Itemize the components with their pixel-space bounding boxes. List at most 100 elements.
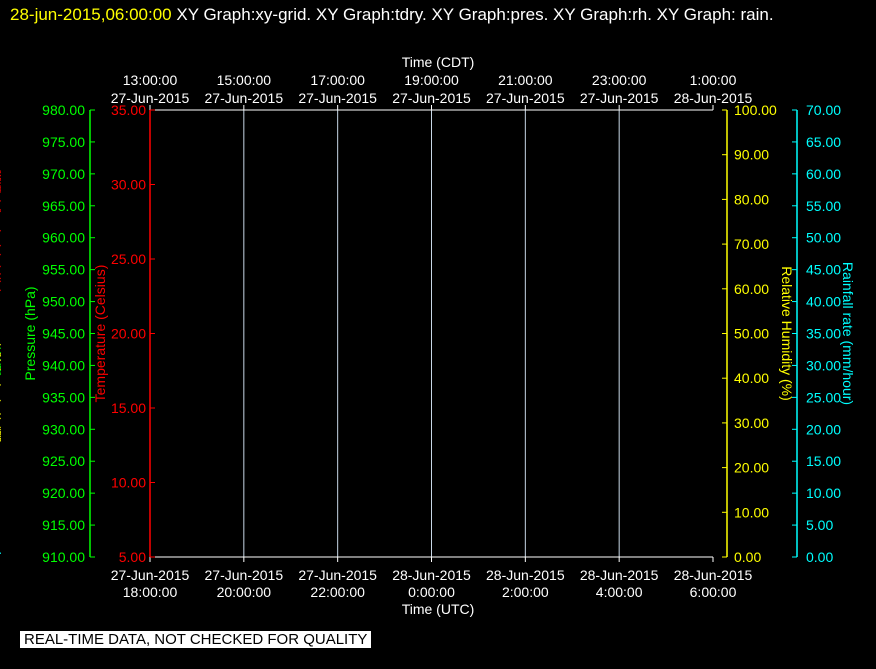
pressure-data-point: [0, 373, 1, 376]
humidity-tick-label: 80.00: [734, 191, 769, 207]
rain-tick-label: 45.00: [806, 262, 841, 278]
temperature-data-point: [0, 170, 1, 172]
x-top-tick-label-time: 15:00:00: [217, 72, 272, 88]
rain-tick-label: 60.00: [806, 166, 841, 182]
temperature-data-point: [0, 209, 1, 211]
x-tick-label-utc-date: 27-Jun-2015: [298, 567, 377, 583]
chart-title: 28-jun-2015,06:00:00 XY Graph:xy-grid. X…: [10, 2, 870, 28]
humidity-data-point: [0, 437, 1, 440]
temperature-tick-label: 20.00: [111, 326, 146, 342]
x-tick-label-utc-time: 22:00:00: [310, 584, 365, 600]
x-top-tick-label-date: 27-Jun-2015: [486, 90, 565, 106]
humidity-tick-label: 10.00: [734, 504, 769, 520]
rain-tick-label: 15.00: [806, 453, 841, 469]
pressure-tick-label: 960.00: [42, 230, 85, 246]
temperature-tick-label: 10.00: [111, 475, 146, 491]
temperature-data-point: [0, 174, 1, 177]
temperature-data-point: [0, 177, 1, 180]
pressure-data-point: [0, 363, 1, 365]
x-bottom-axis-label: Time (UTC): [402, 601, 475, 617]
timestamp: 28-jun-2015,06:00:00: [10, 5, 172, 24]
x-top-tick-label-time: 21:00:00: [498, 72, 553, 88]
rain-tick-label: 55.00: [806, 198, 841, 214]
temperature-axis-title: Temperature (Celsius): [92, 265, 108, 403]
humidity-data-point: [0, 359, 1, 362]
temperature-data-point: [0, 185, 1, 187]
temperature-data-point: [0, 265, 1, 268]
rain-tick-label: 70.00: [806, 102, 841, 118]
x-tick-label-utc-date: 28-Jun-2015: [580, 567, 659, 583]
pressure-tick-label: 915.00: [42, 517, 85, 533]
temperature-data-point: [0, 179, 1, 181]
humidity-data-point: [0, 431, 1, 434]
pressure-tick-label: 940.00: [42, 357, 85, 373]
x-tick-label-utc-date: 28-Jun-2015: [486, 567, 565, 583]
humidity-tick-label: 20.00: [734, 460, 769, 476]
pressure-tick-label: 925.00: [42, 453, 85, 469]
x-top-tick-label-time: 19:00:00: [404, 72, 459, 88]
humidity-data-point: [0, 439, 1, 442]
x-top-tick-label-date: 27-Jun-2015: [205, 90, 284, 106]
temperature-data-point: [0, 182, 1, 184]
rain-tick-label: 5.00: [806, 517, 833, 533]
humidity-axis-title: Relative Humidity (%): [779, 266, 795, 401]
pressure-tick-label: 980.00: [42, 102, 85, 118]
x-top-axis-label: Time (CDT): [402, 54, 475, 70]
pressure-tick-label: 910.00: [42, 549, 85, 565]
temperature-data-point: [0, 244, 1, 247]
temperature-data-point: [0, 229, 1, 232]
x-tick-label-utc-date: 28-Jun-2015: [392, 567, 471, 583]
temperature-data-point: [0, 171, 1, 174]
humidity-data-point: [0, 384, 1, 386]
temperature-data-point: [0, 186, 1, 189]
rain-tick-label: 50.00: [806, 230, 841, 246]
x-tick-label-utc-time: 2:00:00: [502, 584, 549, 600]
temperature-data-point: [0, 277, 1, 280]
x-tick-label-utc-time: 18:00:00: [123, 584, 178, 600]
humidity-data-point: [0, 433, 1, 435]
x-tick-label-utc-date: 28-Jun-2015: [674, 567, 753, 583]
pressure-data-point: [0, 365, 1, 367]
temperature-data-point: [0, 289, 1, 292]
humidity-tick-label: 60.00: [734, 281, 769, 297]
humidity-data-point: [0, 352, 1, 355]
x-top-tick-label-time: 23:00:00: [592, 72, 647, 88]
temperature-data-point: [0, 188, 1, 190]
pressure-tick-label: 945.00: [42, 326, 85, 342]
humidity-data-point: [0, 426, 1, 429]
temperature-data-point: [0, 210, 1, 213]
humidity-data-point: [0, 417, 1, 420]
temperature-tick-label: 25.00: [111, 251, 146, 267]
temperature-tick-label: 5.00: [119, 549, 146, 565]
temperature-data-point: [0, 189, 1, 192]
x-tick-label-utc-time: 4:00:00: [596, 584, 643, 600]
x-top-tick-label-time: 13:00:00: [123, 72, 178, 88]
x-tick-label-utc-time: 20:00:00: [217, 584, 272, 600]
rain-tick-label: 30.00: [806, 357, 841, 373]
x-top-tick-label-time: 1:00:00: [690, 72, 737, 88]
temperature-data-point: [0, 280, 1, 283]
humidity-data-point: [0, 428, 1, 431]
x-top-tick-label-time: 17:00:00: [310, 72, 365, 88]
rain-axis-title: Rainfall rate (mm/hour): [840, 262, 856, 405]
pressure-data-point: [0, 369, 1, 372]
pressure-tick-label: 965.00: [42, 198, 85, 214]
pressure-tick-label: 930.00: [42, 421, 85, 437]
humidity-data-point: [0, 354, 1, 356]
pressure-data-point: [0, 372, 1, 374]
rain-tick-label: 35.00: [806, 326, 841, 342]
humidity-tick-label: 0.00: [734, 549, 761, 565]
disclaimer-banner: REAL-TIME DATA, NOT CHECKED FOR QUALITY: [20, 631, 372, 648]
humidity-tick-label: 70.00: [734, 236, 769, 252]
rain-tick-label: 25.00: [806, 389, 841, 405]
pressure-tick-label: 920.00: [42, 485, 85, 501]
humidity-tick-label: 50.00: [734, 326, 769, 342]
pressure-tick-label: 950.00: [42, 294, 85, 310]
rain-data-point: [0, 552, 1, 554]
temperature-data-point: [0, 253, 1, 256]
humidity-data-point: [0, 413, 1, 415]
temperature-data-point: [0, 200, 1, 202]
temperature-data-point: [0, 273, 1, 275]
humidity-data-point: [0, 343, 1, 346]
